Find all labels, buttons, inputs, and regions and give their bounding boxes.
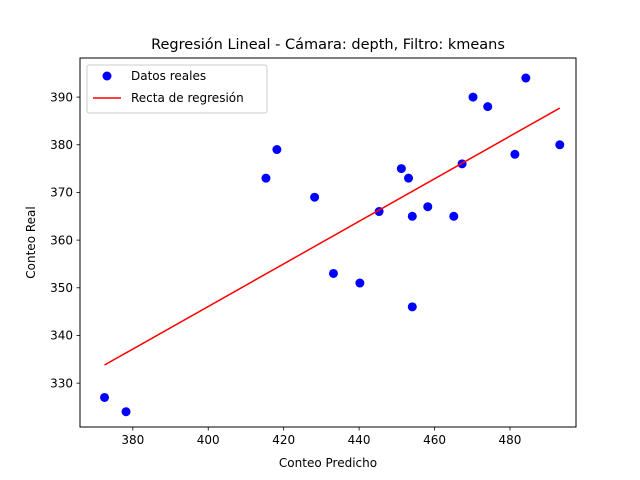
data-point-5: [310, 192, 320, 202]
x-axis-label: Conteo Predicho: [279, 456, 377, 470]
data-point-10: [404, 173, 414, 183]
data-point-16: [468, 92, 478, 102]
x-tick-label-480: 480: [499, 433, 522, 447]
plot-area: [80, 58, 576, 427]
y-tick-label-360: 360: [50, 233, 73, 247]
plot-frame: [79, 57, 577, 428]
regression-line: [104, 107, 561, 366]
data-point-14: [449, 211, 459, 221]
legend-label-datos-reales: Datos reales: [131, 69, 206, 83]
data-point-3: [261, 173, 271, 183]
data-point-19: [521, 73, 531, 83]
data-point-2: [121, 407, 131, 417]
data-point-9: [396, 164, 406, 174]
y-tick-label-350: 350: [50, 281, 73, 295]
data-point-11: [407, 211, 417, 221]
data-point-4: [272, 145, 282, 155]
data-point-1: [100, 392, 110, 402]
y-axis-ticks: 330 340 350 360 370 380 390: [50, 90, 80, 390]
y-tick-label-330: 330: [50, 376, 73, 390]
data-point-13: [423, 202, 433, 212]
legend-box: [86, 64, 268, 114]
y-tick-label-390: 390: [50, 90, 73, 104]
chart-title: Regresión Lineal - Cámara: depth, Filtro…: [151, 37, 505, 53]
legend: Datos reales Recta de regresión: [86, 64, 268, 114]
data-point-6: [328, 268, 338, 278]
y-tick-label-380: 380: [50, 138, 73, 152]
data-marks: [100, 73, 565, 417]
x-tick-label-440: 440: [348, 433, 371, 447]
legend-marker-datos-reales: [102, 71, 112, 81]
x-tick-label-460: 460: [423, 433, 446, 447]
x-axis-ticks: 380 400 420 440 460 480: [121, 427, 521, 447]
data-point-7: [355, 278, 365, 288]
legend-label-recta-regresion: Recta de regresión: [131, 91, 244, 105]
data-point-20: [555, 140, 565, 150]
y-tick-label-370: 370: [50, 186, 73, 200]
x-tick-label-400: 400: [197, 433, 220, 447]
data-point-12: [407, 302, 417, 312]
y-axis-label: Conteo Real: [24, 206, 38, 278]
data-point-18: [510, 149, 520, 159]
x-tick-label-380: 380: [121, 433, 144, 447]
x-tick-label-420: 420: [272, 433, 295, 447]
y-tick-label-340: 340: [50, 329, 73, 343]
data-point-17: [483, 102, 493, 112]
